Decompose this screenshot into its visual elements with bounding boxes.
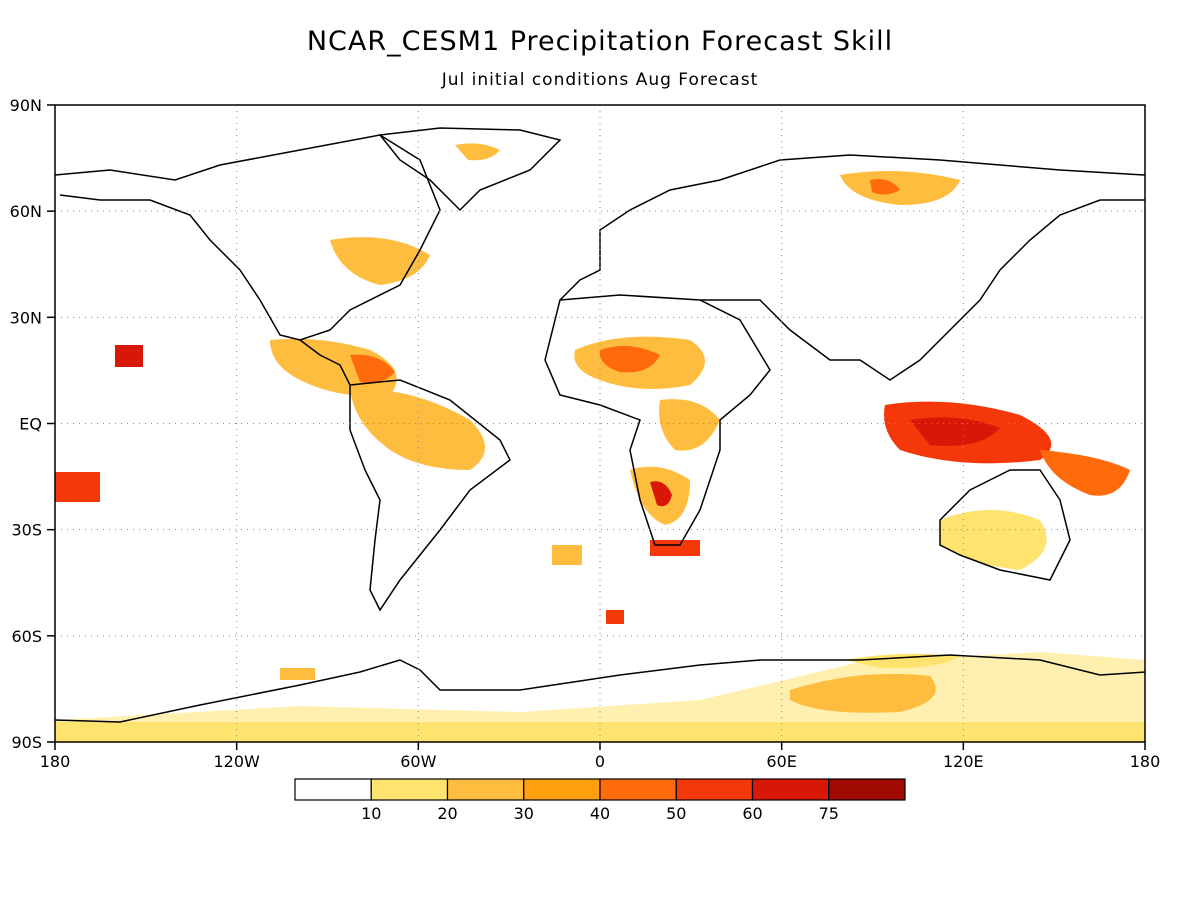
latitude-tick-label: EQ — [19, 415, 42, 434]
longitude-tick-label: 120E — [943, 752, 984, 771]
colorbar-swatch — [523, 778, 601, 801]
longitude-tick-label: 60E — [766, 752, 796, 771]
longitude-tick-label: 60W — [400, 752, 436, 771]
map-title: NCAR_CESM1 Precipitation Forecast Skill — [306, 26, 894, 57]
longitude-tick-label: 0 — [595, 752, 605, 771]
colorbar-tick-label: 40 — [590, 804, 610, 823]
colorbar-swatch — [370, 778, 449, 801]
colorbar-tick-label: 10 — [361, 804, 381, 823]
latitude-tick-label: 90N — [10, 96, 42, 115]
map-subtitle: Jul initial conditions Aug Forecast — [441, 70, 759, 90]
longitude-axis: 180 120W 60W 0 60E 120E 180 — [40, 742, 1161, 771]
colorbar-swatch — [751, 778, 830, 801]
colorbar-tick-label: 75 — [819, 804, 839, 823]
colorbar-tick-label: 20 — [437, 804, 457, 823]
colorbar-tick-label: 50 — [666, 804, 686, 823]
colorbar-swatch — [828, 778, 906, 801]
latitude-axis: 90N 60N 30N EQ 30S 60S 90S — [10, 96, 55, 752]
colorbar-swatch — [446, 778, 525, 801]
colorbar-swatch — [675, 778, 754, 801]
colorbar-swatch — [599, 778, 677, 801]
latitude-tick-label: 30S — [11, 521, 42, 540]
colorbar: 10 20 30 40 50 60 75 — [294, 778, 906, 823]
coastlines — [54, 127, 1146, 723]
latitude-tick-label: 60N — [10, 202, 42, 221]
graticule — [55, 105, 1145, 742]
colorbar-tick-label: 60 — [742, 804, 762, 823]
longitude-tick-label: 180 — [1130, 752, 1161, 771]
longitude-tick-label: 120W — [213, 752, 260, 771]
longitude-tick-label: 180 — [40, 752, 71, 771]
colorbar-swatch — [294, 778, 372, 801]
latitude-tick-label: 30N — [10, 308, 42, 327]
skill-field — [55, 143, 1145, 742]
colorbar-tick-label: 30 — [514, 804, 534, 823]
latitude-tick-label: 60S — [11, 627, 42, 646]
latitude-tick-label: 90S — [11, 733, 42, 752]
